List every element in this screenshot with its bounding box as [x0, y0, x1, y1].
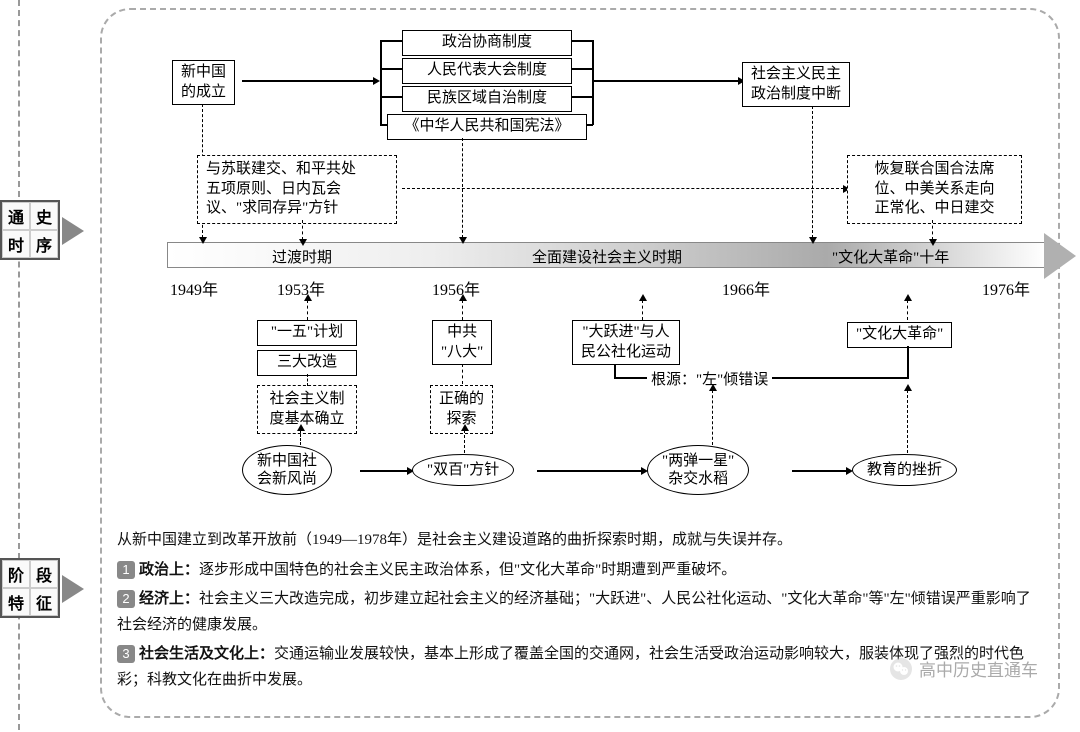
- connector: [537, 470, 642, 472]
- timeline-diagram: 过渡时期 全面建设社会主义时期 "文化大革命"十年 1949年 1953年 19…: [112, 20, 1048, 520]
- connector: [572, 40, 592, 42]
- connector: [594, 80, 739, 82]
- period-label: "文化大革命"十年: [832, 246, 949, 267]
- connector: [300, 430, 301, 445]
- node-diplomacy-early: 与苏联建交、和平共处五项原则、日内瓦会议、"求同存异"方针: [197, 155, 397, 224]
- badge-char: 阶: [2, 560, 30, 588]
- connector: [380, 40, 402, 42]
- connector: [642, 300, 643, 320]
- connector: [792, 470, 847, 472]
- connector: [360, 470, 408, 472]
- connector: [572, 96, 592, 98]
- connector: [380, 96, 402, 98]
- node-pol-system: 民族区域自治制度: [402, 86, 572, 112]
- node-culture: 新中国社会新风尚: [242, 445, 332, 495]
- pointer-icon: [62, 217, 84, 245]
- badge-features: 阶 段 特 征: [0, 558, 60, 618]
- year-label: 1966年: [722, 276, 770, 300]
- year-label: 1949年: [170, 276, 218, 300]
- period-label: 全面建设社会主义时期: [532, 246, 682, 267]
- connector: [380, 40, 382, 125]
- connector: [242, 80, 374, 82]
- node-pol-system: 政治协商制度: [402, 30, 572, 56]
- connector: [462, 364, 463, 384]
- feature-label: 社会生活及文化上：: [139, 646, 274, 662]
- watermark: 高中历史直通车: [889, 656, 1038, 681]
- connector: [462, 300, 463, 320]
- connector: [907, 390, 908, 453]
- period-label: 过渡时期: [272, 246, 332, 267]
- feature-label: 政治上：: [139, 562, 199, 578]
- year-label: 1976年: [982, 276, 1030, 300]
- feature-row: 2经济上：社会主义三大改造完成，初步建立起社会主义的经济基础；"大跃进"、人民公…: [117, 587, 1037, 638]
- connector: [812, 106, 813, 238]
- node-congress: 中共"八大": [432, 320, 492, 365]
- connector: [402, 188, 844, 189]
- badge-char: 序: [30, 230, 58, 258]
- connector: [592, 40, 594, 125]
- connector: [614, 364, 616, 378]
- connector: [907, 300, 908, 320]
- main-panel: 过渡时期 全面建设社会主义时期 "文化大革命"十年 1949年 1953年 19…: [100, 8, 1060, 718]
- badge-char: 史: [30, 202, 58, 230]
- badge-char: 征: [30, 588, 58, 616]
- num-icon: 2: [117, 590, 135, 608]
- badge-char: 时: [2, 230, 30, 258]
- feature-text: 逐步形成中国特色的社会主义民主政治体系，但"文化大革命"时期遭到严重破坏。: [199, 562, 736, 578]
- node-reform: 三大改造: [257, 350, 357, 376]
- feature-row: 1政治上：逐步形成中国特色的社会主义民主政治体系，但"文化大革命"时期遭到严重破…: [117, 558, 1037, 584]
- connector: [302, 220, 303, 240]
- node-founding: 新中国的成立: [172, 60, 235, 105]
- connector: [907, 346, 909, 378]
- connector: [307, 300, 308, 320]
- year-label: 1956年: [432, 276, 480, 300]
- node-pol-system: 人民代表大会制度: [402, 58, 572, 84]
- wechat-icon: [889, 657, 913, 681]
- node-interrupt: 社会主义民主政治制度中断: [742, 62, 850, 107]
- feature-text: 社会主义三大改造完成，初步建立起社会主义的经济基础；"大跃进"、人民公社化运动、…: [117, 591, 1031, 633]
- badge-char: 通: [2, 202, 30, 230]
- num-icon: 1: [117, 561, 135, 579]
- node-culture: "双百"方针: [412, 454, 514, 486]
- connector: [932, 220, 933, 240]
- year-label: 1953年: [277, 276, 325, 300]
- badge-char: 段: [30, 560, 58, 588]
- node-system-established: 社会主义制度基本确立: [257, 385, 357, 434]
- connector: [380, 124, 388, 126]
- badge-timeline: 通 史 时 序: [0, 200, 60, 260]
- node-pol-system: 《中华人民共和国宪法》: [387, 114, 587, 140]
- feature-label: 经济上：: [139, 591, 199, 607]
- connector: [464, 430, 465, 453]
- node-diplomacy-late: 恢复联合国合法席位、中美关系走向正常化、中日建交: [847, 155, 1022, 224]
- connector: [587, 124, 593, 126]
- node-revolution: "文化大革命": [847, 322, 952, 348]
- connector: [712, 390, 713, 445]
- left-rail: [18, 0, 20, 730]
- connector: [307, 374, 308, 386]
- watermark-text: 高中历史直通车: [919, 656, 1038, 681]
- connector: [380, 68, 402, 70]
- node-culture: "两弹一星"杂交水稻: [647, 445, 749, 495]
- connector: [572, 68, 592, 70]
- num-icon: 3: [117, 645, 135, 663]
- badge-char: 特: [2, 588, 30, 616]
- pointer-icon: [62, 575, 84, 603]
- node-leap: "大跃进"与人民公社化运动: [572, 320, 680, 365]
- node-plan: "一五"计划: [257, 320, 357, 346]
- node-culture: 教育的挫折: [852, 454, 957, 486]
- intro-text: 从新中国建立到改革开放前（1949—1978年）是社会主义建设道路的曲折探索时期…: [117, 528, 1037, 554]
